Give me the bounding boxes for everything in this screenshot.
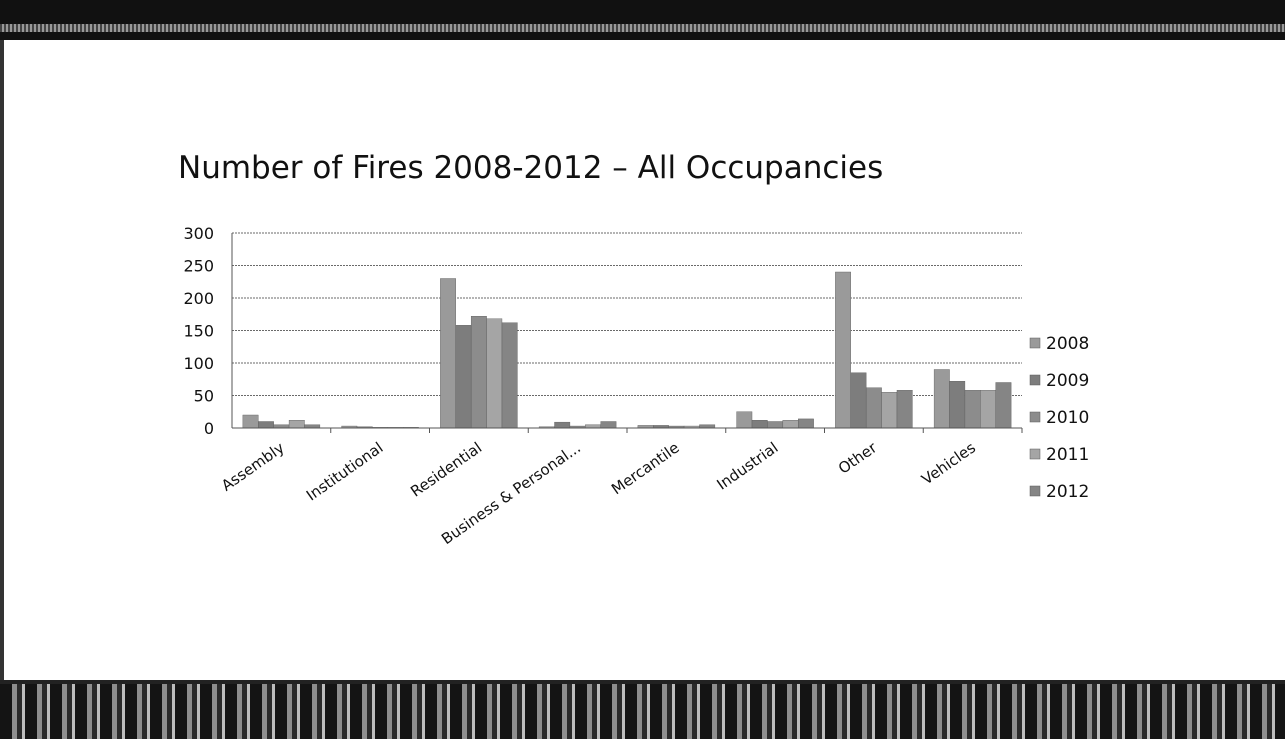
bar-2010 — [767, 421, 784, 429]
slide-top-bar — [0, 0, 1285, 40]
bar-2008 — [933, 369, 950, 429]
bar-2009 — [455, 325, 472, 429]
y-axis: 300 250 200 150 100 50 0 — [183, 224, 233, 438]
bar-2010 — [865, 387, 882, 429]
bar-2012 — [501, 322, 518, 429]
x-axis: Assembly Institutional ResidentialBusiness… — [218, 427, 1023, 548]
y-tick-label: 250 — [183, 257, 214, 276]
y-tick-label: 200 — [183, 289, 214, 308]
legend-label-2010: 2010 — [1046, 408, 1089, 428]
legend-swatch-2010 — [1029, 411, 1041, 423]
x-tick-label: Mercantile — [608, 439, 683, 499]
y-tick-label: 150 — [183, 322, 214, 341]
bar-2012 — [995, 382, 1012, 429]
bar-2010 — [470, 316, 487, 429]
bar-2011 — [288, 420, 305, 429]
slide-bottom-rule — [0, 680, 1285, 685]
x-tick-label: Residential — [407, 439, 485, 501]
bar-2011 — [782, 420, 799, 429]
legend-swatch-2008 — [1029, 337, 1041, 349]
legend-swatch-2012 — [1029, 485, 1041, 497]
slide-left-border — [0, 40, 4, 680]
legend: 2008 2009 2010 2011 2012 — [1029, 334, 1089, 502]
bar-2011 — [980, 390, 996, 429]
bar-2009 — [554, 421, 571, 429]
y-tick-label: 300 — [183, 224, 214, 243]
y-tick-label: 100 — [183, 354, 214, 373]
legend-swatch-2011 — [1029, 448, 1041, 460]
chart-title: Number of Fires 2008-2012 – All Occupanc… — [178, 150, 884, 186]
legend-label-2009: 2009 — [1046, 371, 1089, 391]
bar-2011 — [881, 392, 898, 429]
bars — [242, 271, 1012, 429]
slide-bottom-band — [0, 684, 1285, 739]
bar-2009 — [258, 421, 274, 429]
x-tick-label: Industrial — [713, 439, 781, 494]
bar-2012 — [798, 418, 814, 429]
bar-2008 — [835, 271, 851, 429]
bar-2011 — [486, 318, 503, 429]
x-tick-label: Other — [835, 438, 881, 478]
bar-2010 — [964, 390, 981, 429]
bar-2012 — [896, 390, 913, 429]
legend-swatch-2009 — [1029, 374, 1041, 386]
slide-top-stripe — [0, 24, 1285, 32]
x-tick-label: Assembly — [218, 438, 288, 494]
bar-2008 — [736, 411, 753, 429]
legend-label-2012: 2012 — [1046, 482, 1089, 502]
bar-2009 — [751, 420, 768, 429]
bar-2012 — [600, 421, 617, 429]
bar-2008 — [242, 414, 259, 429]
legend-label-2008: 2008 — [1046, 334, 1089, 354]
bar-2009 — [850, 372, 867, 429]
bar-2009 — [949, 381, 966, 429]
x-tick-label: Vehicles — [918, 438, 979, 488]
x-tick-label: Institutional — [303, 439, 386, 505]
y-tick-label: 0 — [204, 419, 214, 438]
bar-2008 — [440, 278, 456, 429]
legend-label-2011: 2011 — [1046, 445, 1089, 465]
y-tick-label: 50 — [194, 387, 214, 406]
